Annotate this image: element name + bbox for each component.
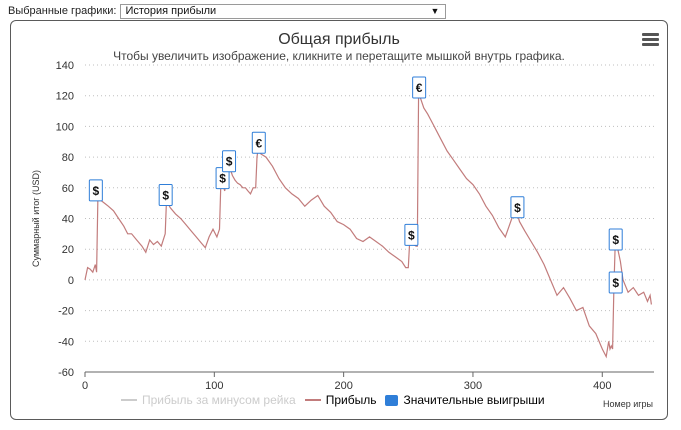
flag-marker xyxy=(251,131,266,154)
chart-selector-dropdown[interactable]: История прибыли ▼ xyxy=(120,3,447,19)
y-tick-label: -60 xyxy=(58,367,74,379)
chart-panel: -60 -40 -20 0 20 40 60 80 100 120 140 0 100 200 300 400… xyxy=(10,20,668,420)
flag-symbol: $ xyxy=(612,233,619,247)
flag-symbol: $ xyxy=(514,201,521,215)
flag-symbol: € xyxy=(416,81,423,95)
chart-legend: Прибыль за минусом рейка Прибыль Значите… xyxy=(121,393,554,407)
flag-symbol: $ xyxy=(408,228,415,242)
flag-marker xyxy=(404,223,419,246)
legend-label: Прибыль xyxy=(325,393,377,407)
flag-marker xyxy=(608,271,623,294)
chart-subtitle: Чтобы увеличить изображение, кликните и … xyxy=(113,49,565,63)
profit-chart[interactable]: -60 -40 -20 0 20 40 60 80 100 120 140 0 100 200 300 400… xyxy=(11,21,669,421)
flag-symbol: $ xyxy=(612,276,619,290)
flag-symbol: $ xyxy=(219,172,226,186)
legend-label: Значительные выигрыши xyxy=(403,393,545,407)
x-tick-label: 400 xyxy=(593,380,611,392)
flag-symbol: € xyxy=(255,136,262,150)
y-tick-label: 60 xyxy=(62,183,74,195)
legend-label: Прибыль за минусом рейка xyxy=(142,393,296,407)
flag-marker xyxy=(222,150,237,173)
flag-marker xyxy=(88,179,103,202)
y-tick-label: 100 xyxy=(56,121,74,133)
x-axis-name: Номер игры xyxy=(603,399,653,409)
legend-item-profit[interactable]: Прибыль xyxy=(304,393,377,407)
chart-selector-bar: Выбранные графики: История прибыли ▼ xyxy=(8,3,447,19)
x-tick-label: 0 xyxy=(82,380,88,392)
y-tick-label: 0 xyxy=(68,275,74,287)
y-tick-label: -20 xyxy=(58,306,74,318)
legend-box-icon xyxy=(385,394,399,406)
x-tick-label: 200 xyxy=(334,380,352,392)
x-tick-label: 100 xyxy=(205,380,223,392)
flag-symbol: $ xyxy=(162,188,169,202)
legend-line-icon xyxy=(304,399,321,401)
y-tick-label: 80 xyxy=(62,152,74,164)
chart-selector-label: Выбранные графики: xyxy=(8,5,117,17)
flag-marker xyxy=(412,76,427,99)
series-line-profit xyxy=(84,92,652,359)
flag-marker xyxy=(510,196,525,219)
dropdown-arrow-icon[interactable]: ▼ xyxy=(430,5,440,16)
y-tick-label: 120 xyxy=(56,91,74,103)
y-tick-label: 140 xyxy=(56,60,74,72)
flag-symbol: $ xyxy=(93,184,100,198)
flag-marker xyxy=(608,228,623,251)
legend-item-big-wins[interactable]: Значительные выигрыши xyxy=(385,393,545,407)
flag-symbol: $ xyxy=(226,155,233,169)
y-tick-label: 20 xyxy=(62,244,74,256)
chart-menu-icon[interactable] xyxy=(642,33,659,47)
y-tick-label: 40 xyxy=(62,214,74,226)
y-tick-label: -40 xyxy=(58,336,74,348)
legend-item-net-profit[interactable]: Прибыль за минусом рейка xyxy=(121,393,296,407)
y-axis-label: Суммарный итог (USD) xyxy=(31,170,41,267)
chart-selector-value: История прибыли xyxy=(125,4,217,17)
x-tick-label: 300 xyxy=(464,380,482,392)
flag-marker xyxy=(158,183,173,206)
legend-line-icon xyxy=(121,399,137,401)
chart-title: Общая прибыль xyxy=(278,31,400,48)
